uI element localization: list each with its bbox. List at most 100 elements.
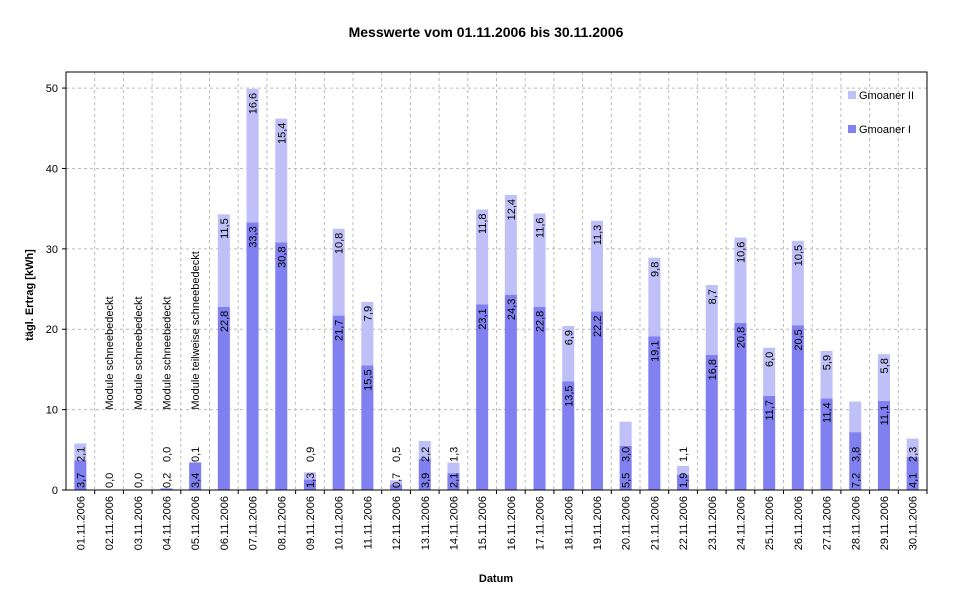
bar-gmoaner-i bbox=[332, 315, 345, 490]
x-axis-label: Datum bbox=[479, 573, 513, 585]
data-label-gmoaner-i: 7,2 bbox=[850, 473, 862, 488]
data-label-gmoaner-i: 22,2 bbox=[592, 316, 604, 337]
x-tick-label: 09.11.2006 bbox=[305, 496, 317, 550]
bar-gmoaner-i bbox=[619, 445, 632, 490]
data-label-gmoaner-i: 11,7 bbox=[764, 400, 776, 421]
x-tick-label: 02.11.2006 bbox=[104, 496, 116, 550]
data-label-gmoaner-i: 33,3 bbox=[248, 226, 260, 247]
x-tick-label: 12.11.2006 bbox=[391, 496, 403, 550]
bar-gmoaner-ii bbox=[476, 209, 489, 305]
data-label-gmoaner-ii: 15,4 bbox=[276, 123, 288, 144]
bar-gmoaner-ii bbox=[390, 480, 403, 485]
x-tick-label: 20.11.2006 bbox=[621, 496, 633, 550]
data-label-gmoaner-i: 3,4 bbox=[190, 473, 202, 488]
bar-gmoaner-i bbox=[763, 395, 776, 490]
bar-gmoaner-i bbox=[677, 474, 690, 490]
bar-gmoaner-i bbox=[303, 479, 316, 490]
data-label-gmoaner-ii: 6,0 bbox=[764, 352, 776, 367]
x-tick-label: 05.11.2006 bbox=[190, 496, 202, 550]
bar-gmoaner-ii bbox=[734, 237, 747, 323]
bar-gmoaner-i bbox=[820, 398, 833, 490]
bar-gmoaner-i bbox=[705, 354, 718, 490]
data-label-gmoaner-ii: 11,5 bbox=[219, 218, 231, 239]
bar-gmoaner-ii bbox=[648, 257, 661, 337]
bar-gmoaner-i bbox=[189, 462, 202, 490]
data-label-gmoaner-i: 21,7 bbox=[334, 320, 346, 341]
data-label-gmoaner-i: 24,3 bbox=[506, 299, 518, 320]
data-label-gmoaner-ii: 12,4 bbox=[506, 199, 518, 220]
data-label-gmoaner-i: 0,0 bbox=[133, 473, 145, 488]
annotation-snow: Module schneebedeckt bbox=[133, 296, 145, 409]
data-label-gmoaner-ii: 2,3 bbox=[908, 447, 920, 462]
data-label-gmoaner-ii: 10,6 bbox=[735, 242, 747, 263]
bar-gmoaner-ii bbox=[361, 301, 374, 366]
x-tick-label: 19.11.2006 bbox=[592, 496, 604, 550]
bar-gmoaner-ii bbox=[763, 347, 776, 396]
data-label-gmoaner-i: 22,8 bbox=[219, 311, 231, 332]
x-tick-label: 07.11.2006 bbox=[248, 496, 260, 550]
bar-gmoaner-i bbox=[160, 488, 173, 490]
bar-gmoaner-i bbox=[590, 311, 603, 490]
bar-gmoaner-ii bbox=[74, 443, 87, 461]
bar-gmoaner-ii bbox=[705, 285, 718, 355]
x-tick-label: 14.11.2006 bbox=[448, 496, 460, 550]
x-tick-label: 30.11.2006 bbox=[908, 496, 920, 550]
bar-gmoaner-ii bbox=[504, 194, 517, 295]
x-tick-label: 18.11.2006 bbox=[563, 496, 575, 550]
bar-gmoaner-ii bbox=[877, 354, 890, 401]
data-label-gmoaner-i: 16,8 bbox=[707, 359, 719, 380]
data-label-gmoaner-i: 0,0 bbox=[104, 473, 116, 488]
data-label-gmoaner-ii: 11,3 bbox=[592, 225, 604, 246]
bar-gmoaner-ii bbox=[303, 472, 316, 480]
x-tick-label: 11.11.2006 bbox=[362, 496, 374, 549]
data-label-gmoaner-ii: 6,9 bbox=[563, 330, 575, 345]
data-label-gmoaner-ii: 2,2 bbox=[420, 447, 432, 462]
bar-gmoaner-i bbox=[734, 322, 747, 490]
y-tick-label: 50 bbox=[46, 83, 58, 95]
x-tick-label: 21.11.2006 bbox=[649, 496, 661, 550]
x-tick-label: 23.11.2006 bbox=[707, 496, 719, 550]
x-tick-label: 29.11.2006 bbox=[879, 496, 891, 550]
data-label-gmoaner-ii: 5,9 bbox=[822, 355, 834, 370]
bar-gmoaner-ii bbox=[189, 461, 202, 463]
legend-label: Gmoaner I bbox=[859, 124, 911, 136]
data-label-gmoaner-i: 2,1 bbox=[448, 473, 460, 488]
data-label-gmoaner-ii: 5,8 bbox=[879, 358, 891, 373]
data-label-gmoaner-i: 4,1 bbox=[908, 473, 920, 488]
bar-gmoaner-ii bbox=[619, 421, 632, 446]
data-label-gmoaner-ii: 10,5 bbox=[793, 245, 805, 266]
bar-gmoaner-ii bbox=[447, 462, 460, 474]
x-tick-label: 24.11.2006 bbox=[735, 496, 747, 550]
x-tick-label: 25.11.2006 bbox=[764, 496, 776, 550]
data-label-gmoaner-i: 22,8 bbox=[535, 311, 547, 332]
x-tick-label: 22.11.2006 bbox=[678, 496, 690, 550]
data-label-gmoaner-ii: 3,8 bbox=[850, 447, 862, 462]
data-label-gmoaner-ii: 1,1 bbox=[678, 447, 690, 462]
bar-gmoaner-ii bbox=[418, 440, 431, 459]
x-tick-label: 13.11.2006 bbox=[420, 496, 432, 550]
x-tick-label: 16.11.2006 bbox=[506, 496, 518, 550]
bar-gmoaner-i bbox=[877, 400, 890, 490]
bar-gmoaner-i bbox=[562, 381, 575, 490]
data-label-gmoaner-ii: 2,1 bbox=[75, 447, 87, 462]
legend-label: Gmoaner II bbox=[859, 90, 914, 102]
plot-frame bbox=[65, 71, 928, 491]
data-label-gmoaner-i: 1,9 bbox=[678, 473, 690, 488]
bar-gmoaner-i bbox=[504, 294, 517, 490]
data-label-gmoaner-i: 1,3 bbox=[305, 473, 317, 488]
bar-gmoaner-i bbox=[849, 432, 862, 490]
data-label-gmoaner-ii: 0,5 bbox=[391, 447, 403, 462]
data-label-gmoaner-ii: 3,0 bbox=[621, 447, 633, 462]
bar-gmoaner-i bbox=[217, 306, 230, 490]
data-label-gmoaner-ii: 10,8 bbox=[334, 233, 346, 254]
x-tick-label: 27.11.2006 bbox=[822, 496, 834, 550]
annotation-snow: Module schneebedeckt bbox=[104, 296, 116, 409]
x-tick-label: 28.11.2006 bbox=[850, 496, 862, 550]
data-label-gmoaner-i: 11,4 bbox=[822, 402, 834, 423]
data-label-gmoaner-i: 20,5 bbox=[793, 329, 805, 350]
bar-gmoaner-i bbox=[906, 457, 919, 490]
data-label-gmoaner-ii: 11,6 bbox=[535, 217, 547, 238]
data-label-gmoaner-ii: 0,1 bbox=[190, 447, 202, 462]
